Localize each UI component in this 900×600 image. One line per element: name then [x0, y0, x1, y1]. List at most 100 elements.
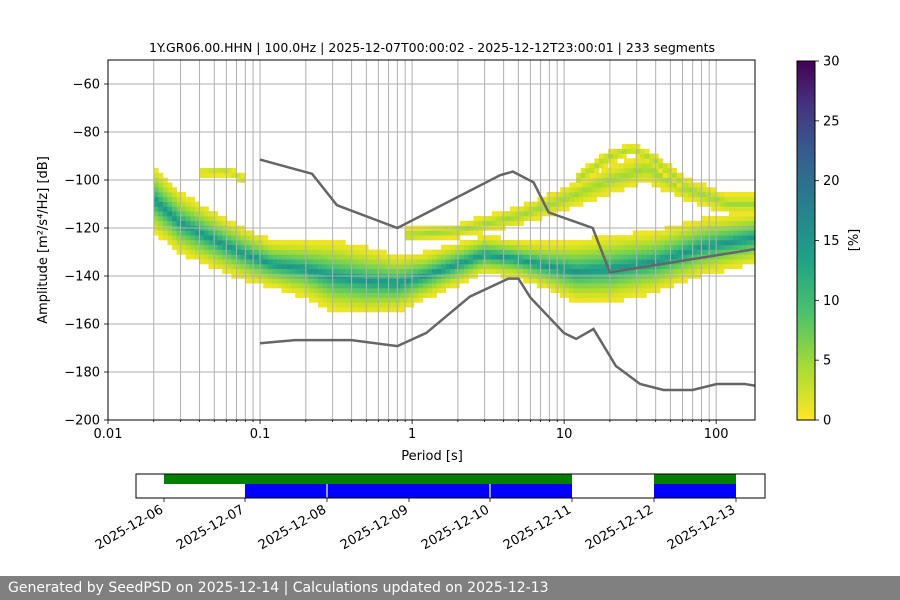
psd-cell [162, 216, 168, 222]
psd-cell [190, 220, 196, 226]
psd-cell [226, 259, 232, 265]
psd-cell [596, 288, 602, 294]
psd-cell [532, 259, 538, 265]
psd-cell [359, 283, 364, 289]
psd-cell [701, 235, 707, 241]
psd-cell [637, 249, 643, 255]
psd-cell [710, 187, 716, 193]
psd-cell [267, 259, 273, 265]
psd-cell [518, 259, 524, 265]
psd-cell [190, 244, 196, 250]
psd-cell [304, 259, 310, 265]
psd-cell [340, 240, 346, 246]
psd-cell [687, 230, 693, 236]
psd-cell [564, 249, 570, 255]
psd-cell [208, 172, 214, 178]
psd-cell [751, 220, 756, 226]
psd-cell [696, 220, 702, 226]
psd-cell [619, 240, 624, 246]
psd-cell [176, 211, 182, 217]
psd-cell [587, 288, 593, 294]
psd-cell [568, 288, 574, 294]
psd-cell [153, 172, 159, 178]
psd-cell [669, 268, 675, 274]
psd-cell [632, 235, 638, 241]
psd-cell [660, 268, 666, 274]
psd-cell [605, 297, 611, 303]
psd-cell [162, 220, 168, 226]
psd-cell [167, 187, 173, 193]
psd-cell [390, 297, 396, 303]
psd-cell [432, 264, 437, 270]
psd-cell [459, 244, 465, 250]
psd-cell [592, 182, 598, 188]
psd-cell [304, 244, 310, 250]
psd-cell [621, 153, 627, 159]
psd-cell [245, 264, 250, 270]
psd-cell [577, 278, 583, 284]
psd-cell [601, 168, 607, 174]
psd-cell [729, 201, 734, 207]
data-bar [654, 484, 736, 498]
psd-cell [637, 268, 643, 274]
psd-cell [167, 206, 173, 212]
psd-cell [478, 220, 484, 226]
psd-cell [692, 268, 697, 274]
psd-cell [331, 254, 337, 260]
psd-cell [181, 220, 187, 226]
psd-cell [655, 244, 661, 250]
psd-cell [487, 216, 493, 222]
psd-cell [240, 235, 246, 241]
psd-cell [299, 288, 305, 294]
psd-cell [404, 264, 410, 270]
psd-cell [614, 187, 620, 193]
psd-cell [199, 216, 205, 222]
psd-cell [336, 307, 342, 313]
psd-cell [231, 220, 237, 226]
psd-cell [331, 307, 337, 313]
psd-cell [697, 187, 703, 193]
psd-cell [614, 249, 620, 255]
psd-cell [714, 264, 720, 270]
psd-cell [582, 283, 588, 289]
psd-cell [705, 240, 711, 246]
psd-cell [519, 206, 525, 212]
psd-cell [662, 168, 668, 174]
psd-cell [208, 244, 214, 250]
psd-cell [436, 278, 442, 284]
psd-cell [413, 288, 419, 294]
psd-cell [258, 235, 264, 241]
psd-cell [692, 196, 698, 202]
psd-cell [596, 187, 602, 193]
psd-cell [610, 187, 616, 193]
psd-cell [473, 220, 479, 226]
psd-cell [222, 254, 228, 260]
x-axis-label: Period [s] [401, 449, 463, 464]
psd-cell [637, 235, 643, 241]
psd-cell [446, 230, 452, 236]
psd-cell [614, 264, 620, 270]
timeline-tick-label: 2025-12-06 [93, 502, 166, 553]
psd-cell [583, 196, 588, 202]
psd-cell [692, 259, 697, 265]
psd-cell [728, 216, 734, 222]
psd-cell [500, 240, 506, 246]
psd-cell [290, 278, 296, 284]
psd-cell [546, 254, 552, 260]
psd-cell [281, 259, 287, 265]
psd-cell [692, 264, 697, 270]
psd-cell [245, 244, 250, 250]
psd-cell [609, 244, 615, 250]
psd-cell [623, 264, 629, 270]
psd-cell [354, 244, 360, 250]
psd-cell [667, 168, 673, 174]
psd-cell [272, 264, 278, 270]
psd-cell [345, 244, 351, 250]
psd-cell [738, 192, 744, 198]
psd-cell [454, 268, 460, 274]
psd-cell [742, 235, 748, 241]
psd-cell [495, 264, 501, 270]
psd-cell [226, 268, 232, 274]
psd-cell [614, 288, 620, 294]
psd-cell [258, 268, 264, 274]
